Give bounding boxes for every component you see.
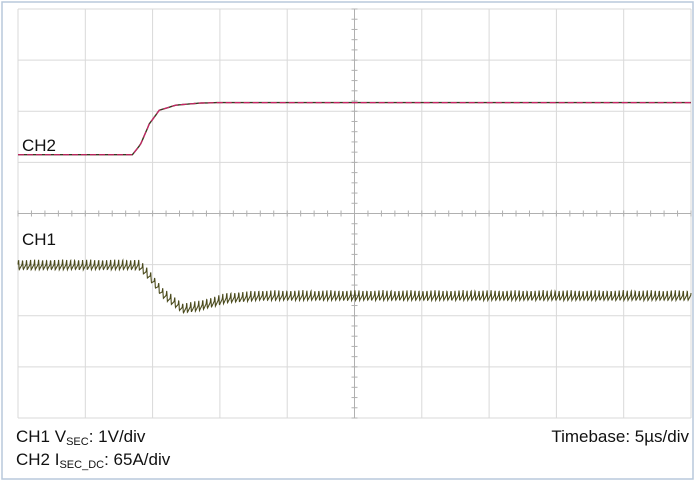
ch1-scale-subscript: SEC (66, 436, 89, 448)
timebase-label: Timebase: 5µs/div (551, 427, 689, 446)
ch2-scale-prefix: CH2 I (16, 450, 60, 469)
traces (17, 101, 692, 315)
ch2-trace (18, 102, 691, 156)
ch2-label: CH2 (22, 136, 57, 155)
ch1-scale-prefix: CH1 V (16, 427, 67, 446)
ch1-scale-label: CH1 VSEC: 1V/div (16, 427, 146, 448)
ch1-scale-suffix: : 1V/div (88, 427, 146, 446)
ch1-trace (17, 258, 692, 315)
ch1-label: CH1 (22, 230, 57, 249)
ch2-scale-subscript: SEC_DC (59, 459, 105, 471)
ch2-scale-suffix: : 65A/div (104, 450, 171, 469)
ch2-scale-label: CH2 ISEC_DC: 65A/div (16, 450, 171, 471)
center-axes (17, 8, 692, 419)
